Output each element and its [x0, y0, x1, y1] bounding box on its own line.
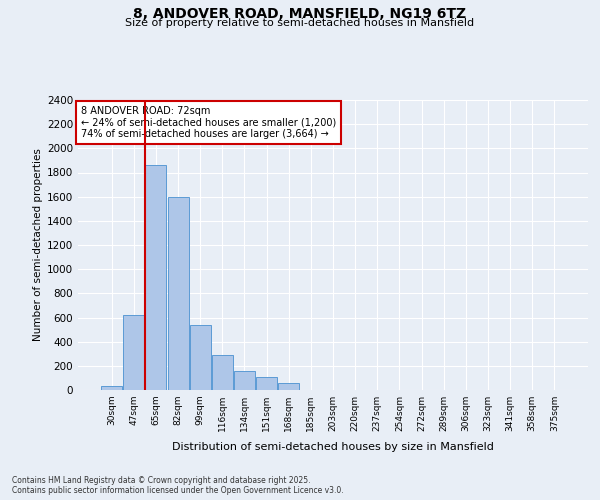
Bar	[101, 386, 122, 390]
Text: Size of property relative to semi-detached houses in Mansfield: Size of property relative to semi-detach…	[125, 18, 475, 28]
Text: Contains HM Land Registry data © Crown copyright and database right 2025.
Contai: Contains HM Land Registry data © Crown c…	[12, 476, 344, 495]
Bar	[278, 383, 299, 390]
Bar	[256, 378, 277, 390]
Text: 8, ANDOVER ROAD, MANSFIELD, NG19 6TZ: 8, ANDOVER ROAD, MANSFIELD, NG19 6TZ	[133, 8, 467, 22]
Text: Distribution of semi-detached houses by size in Mansfield: Distribution of semi-detached houses by …	[172, 442, 494, 452]
Bar	[124, 315, 145, 390]
Bar	[190, 325, 211, 390]
Bar	[234, 370, 255, 390]
Bar	[145, 165, 166, 390]
Bar	[167, 196, 188, 390]
Bar	[212, 355, 233, 390]
Text: 8 ANDOVER ROAD: 72sqm
← 24% of semi-detached houses are smaller (1,200)
74% of s: 8 ANDOVER ROAD: 72sqm ← 24% of semi-deta…	[80, 106, 336, 139]
Y-axis label: Number of semi-detached properties: Number of semi-detached properties	[33, 148, 43, 342]
